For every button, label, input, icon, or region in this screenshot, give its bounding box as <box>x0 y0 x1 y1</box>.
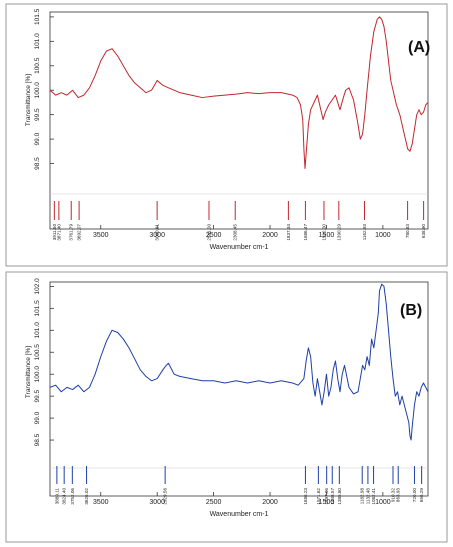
y-tick-label: 98.5 <box>34 433 41 446</box>
x-tick-label: 3500 <box>93 499 109 506</box>
peak-label: 863.93 <box>396 488 401 502</box>
y-tick-label: 99.5 <box>34 108 41 121</box>
peak-label: 1686.47 <box>303 224 308 241</box>
peak-label: 3626.02 <box>84 488 89 505</box>
y-axis-title: Transmittance [%] <box>25 74 32 126</box>
plot-area <box>49 11 429 230</box>
x-tick-label: 1000 <box>375 499 391 506</box>
peak-label: 2929.56 <box>163 488 168 505</box>
panel-label: (A) <box>408 39 430 56</box>
x-tick-label: 2500 <box>206 232 222 239</box>
y-tick-label: 99.5 <box>34 389 41 402</box>
peak-label: 656.29 <box>419 488 424 502</box>
peak-label: 1132.48 <box>365 488 370 505</box>
peak-label: 1522.00 <box>321 224 326 241</box>
x-tick-label: 3000 <box>149 232 165 239</box>
peak-label: 3889.11 <box>54 488 59 505</box>
peak-label: 1385.80 <box>337 488 342 505</box>
peak-label: 638.90 <box>421 224 426 238</box>
peak-label: 1837.34 <box>286 224 291 241</box>
y-tick-label: 100.5 <box>34 57 41 74</box>
peak-label: 1686.23 <box>303 488 308 505</box>
peak-label: 3911.60 <box>52 224 57 241</box>
y-tick-label: 101.5 <box>34 300 41 317</box>
x-tick-label: 1000 <box>375 232 391 239</box>
peak-label: 3824.40 <box>62 488 67 505</box>
y-tick-label: 101.0 <box>34 322 41 339</box>
peak-label: 780.83 <box>405 224 410 238</box>
y-tick-label: 98.5 <box>34 157 41 170</box>
y-tick-label: 101.0 <box>34 33 41 50</box>
y-tick-label: 100.0 <box>34 366 41 383</box>
x-tick-label: 2500 <box>206 499 222 506</box>
y-tick-label: 100.0 <box>34 82 41 99</box>
peak-label: 3871.40 <box>56 224 61 241</box>
y-tick-label: 102.0 <box>34 278 41 295</box>
peak-label: 3752.06 <box>70 488 75 505</box>
spectrum-line <box>49 16 429 169</box>
peak-label: 3000.61 <box>155 224 160 241</box>
spectrum-line <box>49 283 429 441</box>
panel-frame <box>5 3 448 267</box>
y-axis-title: Transmittance [%] <box>25 346 32 398</box>
peak-label: 1182.98 <box>360 488 365 505</box>
peak-label: 1390.29 <box>336 224 341 241</box>
peak-label: 2541.00 <box>206 224 211 241</box>
peak-label: 910.32 <box>390 488 395 502</box>
x-tick-label: 2000 <box>262 232 278 239</box>
spectrum-panel-a: 98.5 99.0 99.5 100.0 100.5 101.0 101.5 3500 3000… <box>5 3 448 267</box>
peak-label: 1571.62 <box>316 488 321 505</box>
peak-label: 1497.96 <box>324 488 329 505</box>
x-axis-title: Wavenumber cm-1 <box>210 244 269 251</box>
x-tick-label: 3500 <box>93 232 109 239</box>
spectrum-panel-b: 98.5 99.0 99.5 100.0 100.5 101.0 101.5 102.0 350… <box>5 271 448 543</box>
peak-label: 1082.41 <box>371 488 376 505</box>
plot-area <box>49 281 429 497</box>
peak-label: 1448.57 <box>330 488 335 505</box>
x-tick-label: 2000 <box>262 499 278 506</box>
peak-label: 3692.07 <box>77 224 82 241</box>
x-tick-label: 3000 <box>149 499 165 506</box>
peak-label: 1162.93 <box>362 224 367 241</box>
peak-label: 720.00 <box>412 488 417 502</box>
y-tick-label: 99.0 <box>34 132 41 145</box>
y-tick-label: 101.5 <box>34 8 41 25</box>
y-tick-label: 99.0 <box>34 411 41 424</box>
peak-label: 3761.79 <box>69 224 74 241</box>
x-tick-label: 1500 <box>319 232 335 239</box>
panel-label: (B) <box>400 302 422 319</box>
x-tick-label: 1500 <box>319 499 335 506</box>
panel-frame <box>5 271 448 543</box>
x-axis-title: Wavenumber cm-1 <box>210 511 269 518</box>
peak-label: 2308.45 <box>233 224 238 241</box>
y-tick-label: 100.5 <box>34 344 41 361</box>
